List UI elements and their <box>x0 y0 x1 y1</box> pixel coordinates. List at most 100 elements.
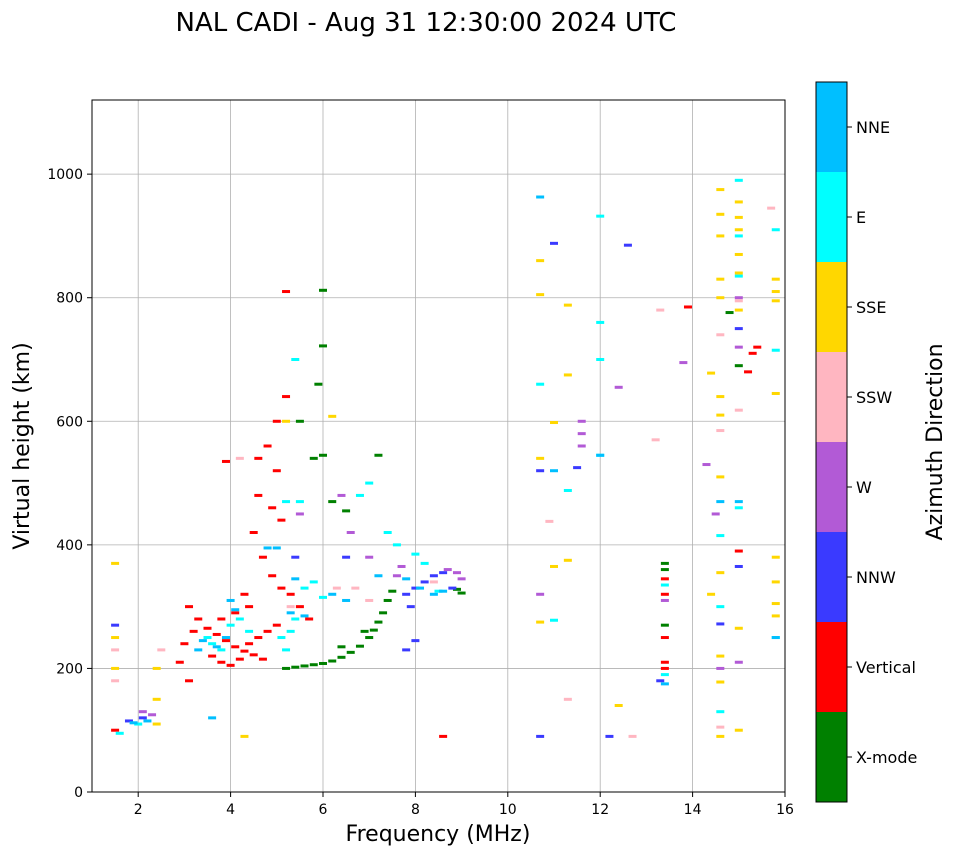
data-point <box>550 469 558 473</box>
data-point <box>208 642 217 646</box>
data-point <box>660 666 669 670</box>
data-point <box>263 444 272 448</box>
colorbar-label: SSE <box>856 298 886 317</box>
series-nnw <box>111 241 743 738</box>
data-point <box>536 592 545 596</box>
data-point <box>254 456 263 460</box>
data-point <box>221 459 230 463</box>
series-sse <box>111 188 780 738</box>
data-point <box>716 666 725 670</box>
data-point <box>711 512 720 516</box>
data-point <box>319 595 327 599</box>
data-point <box>286 592 295 596</box>
data-point <box>254 493 263 497</box>
data-point <box>383 598 392 602</box>
data-point <box>660 682 669 686</box>
y-tick-label: 1000 <box>47 167 83 183</box>
data-point <box>369 628 378 632</box>
data-point <box>221 636 230 640</box>
colorbar-segment <box>816 172 847 262</box>
colorbar-label: W <box>856 478 872 497</box>
data-point <box>536 293 545 297</box>
data-point <box>291 577 300 581</box>
data-point <box>332 586 341 590</box>
data-point <box>212 645 221 649</box>
x-tick-label: 14 <box>684 802 702 818</box>
data-point <box>286 629 295 633</box>
colorbar-label: SSW <box>856 388 892 407</box>
data-point <box>397 564 406 568</box>
data-point <box>185 605 194 609</box>
x-tick-label: 8 <box>411 802 420 818</box>
series-x-mode <box>282 288 743 670</box>
data-point <box>129 721 138 725</box>
data-point <box>550 618 558 622</box>
data-point <box>683 305 692 309</box>
data-point <box>734 564 743 568</box>
data-point <box>716 654 725 658</box>
data-point <box>286 611 295 615</box>
data-point <box>189 629 198 633</box>
data-point <box>240 592 249 596</box>
x-tick-label: 2 <box>134 802 143 818</box>
data-point <box>300 664 309 668</box>
data-point <box>286 605 295 609</box>
data-point <box>295 605 304 609</box>
data-point <box>734 252 743 256</box>
y-axis-label: Virtual height (km) <box>10 342 35 549</box>
data-point <box>771 277 780 281</box>
data-point <box>536 259 545 263</box>
data-point <box>536 620 545 624</box>
data-point <box>734 228 743 232</box>
data-point <box>226 663 235 667</box>
data-point <box>365 636 374 640</box>
data-point <box>254 636 263 640</box>
data-point <box>203 626 212 630</box>
data-point <box>277 518 286 522</box>
colorbar-label: X-mode <box>856 748 917 767</box>
data-point <box>716 571 725 575</box>
data-point <box>434 589 443 593</box>
plot-background <box>92 100 785 792</box>
data-point <box>716 622 725 626</box>
data-point <box>429 574 438 578</box>
data-point <box>734 660 743 664</box>
data-point <box>152 697 161 701</box>
data-point <box>767 206 776 210</box>
data-point <box>314 382 323 386</box>
data-point <box>716 333 725 337</box>
data-point <box>596 320 605 324</box>
data-point <box>291 617 300 621</box>
data-point <box>402 592 411 596</box>
data-point <box>771 614 780 618</box>
data-point <box>203 636 212 640</box>
data-point <box>771 391 780 395</box>
data-point <box>577 419 586 423</box>
data-point <box>563 488 572 492</box>
data-points <box>111 178 780 738</box>
data-point <box>258 555 267 559</box>
data-point <box>245 642 254 646</box>
data-point <box>374 620 383 624</box>
data-point <box>734 626 743 630</box>
data-point <box>429 580 438 584</box>
data-point <box>365 481 374 485</box>
data-point <box>305 617 314 621</box>
data-point <box>734 234 743 238</box>
data-point <box>536 734 545 738</box>
data-point <box>716 413 725 417</box>
data-point <box>748 351 757 355</box>
data-point <box>416 586 425 590</box>
data-point <box>291 358 300 361</box>
data-point <box>716 734 725 738</box>
data-point <box>282 395 291 399</box>
data-point <box>240 734 249 738</box>
data-point <box>439 734 448 738</box>
data-point <box>282 419 291 423</box>
data-point <box>111 648 120 652</box>
data-point <box>734 178 743 182</box>
data-point <box>346 531 355 534</box>
azimuth-colorbar: X-mode Vertical NNW W SSW SSE E NNE <box>815 81 917 803</box>
y-tick-label: 600 <box>56 414 83 430</box>
data-point <box>245 629 254 633</box>
